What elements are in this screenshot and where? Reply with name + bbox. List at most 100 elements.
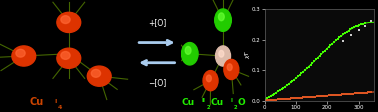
Point (351, 27, 357, 28)
Point (266, 99, 272, 101)
Point (279, 98, 285, 100)
Point (275, 90, 281, 92)
Point (362, 25, 368, 27)
Circle shape (224, 59, 239, 80)
Point (302, 96, 308, 98)
Circle shape (227, 64, 232, 71)
X-axis label: T / K: T / K (313, 111, 325, 112)
Point (306, 66, 312, 67)
Point (338, 94, 344, 95)
Point (273, 92, 279, 93)
Point (356, 24, 363, 26)
Point (277, 89, 283, 91)
Point (308, 64, 314, 66)
Point (305, 96, 311, 98)
Text: II: II (201, 98, 205, 103)
Point (308, 96, 314, 98)
Point (318, 53, 324, 55)
Text: 2: 2 (234, 105, 237, 110)
Point (294, 97, 300, 99)
Point (303, 96, 309, 98)
Point (333, 40, 339, 41)
Point (368, 20, 374, 22)
Point (264, 97, 270, 99)
Point (324, 48, 330, 50)
Text: +[O]: +[O] (148, 18, 166, 27)
Point (311, 60, 317, 62)
Point (349, 93, 355, 95)
Point (275, 99, 281, 100)
Circle shape (206, 75, 211, 82)
Point (291, 97, 297, 99)
Point (318, 95, 324, 97)
Point (272, 99, 278, 101)
Text: I: I (54, 99, 57, 104)
Point (360, 23, 366, 25)
Point (355, 25, 361, 27)
Circle shape (219, 50, 224, 57)
Point (288, 98, 294, 99)
Point (276, 98, 282, 100)
Point (349, 27, 355, 29)
Point (268, 95, 274, 97)
Point (367, 91, 373, 93)
Point (279, 88, 285, 90)
Point (321, 95, 327, 97)
Circle shape (215, 9, 231, 31)
Point (282, 86, 288, 87)
Point (368, 91, 374, 93)
Point (364, 92, 370, 93)
Point (311, 96, 317, 98)
Point (340, 33, 346, 35)
Point (296, 97, 302, 99)
Point (335, 38, 341, 40)
Point (317, 95, 323, 97)
Circle shape (181, 43, 198, 65)
Point (327, 44, 333, 46)
Point (353, 26, 359, 27)
Point (345, 30, 352, 31)
Text: Cu: Cu (29, 97, 43, 107)
Point (291, 79, 297, 80)
Point (297, 74, 303, 76)
Point (332, 94, 338, 96)
Point (329, 43, 335, 45)
Point (290, 97, 296, 99)
Point (358, 92, 364, 94)
Point (282, 98, 288, 100)
Point (302, 69, 308, 71)
Circle shape (12, 46, 36, 66)
Point (329, 94, 335, 96)
Point (335, 94, 341, 96)
Text: −[O]: −[O] (148, 78, 166, 87)
Circle shape (57, 12, 81, 32)
Point (365, 92, 371, 93)
Circle shape (57, 48, 81, 68)
Circle shape (218, 13, 224, 21)
Circle shape (61, 16, 70, 24)
Point (269, 99, 275, 101)
Point (353, 92, 359, 94)
Point (306, 96, 312, 98)
Point (348, 34, 354, 36)
Text: Cu: Cu (211, 98, 224, 107)
Point (333, 94, 339, 96)
Point (325, 46, 332, 48)
Point (315, 95, 321, 97)
Point (336, 36, 342, 38)
Circle shape (87, 66, 111, 86)
Text: Cu: Cu (181, 98, 195, 107)
Point (264, 99, 270, 101)
Point (339, 94, 345, 95)
Point (286, 83, 292, 85)
Point (362, 22, 368, 24)
Text: O: O (238, 98, 246, 107)
Point (345, 93, 352, 95)
Point (299, 72, 305, 74)
Point (280, 87, 287, 89)
Point (267, 99, 273, 101)
Point (297, 97, 303, 99)
Point (273, 99, 279, 100)
Point (287, 98, 293, 99)
Point (284, 84, 290, 86)
